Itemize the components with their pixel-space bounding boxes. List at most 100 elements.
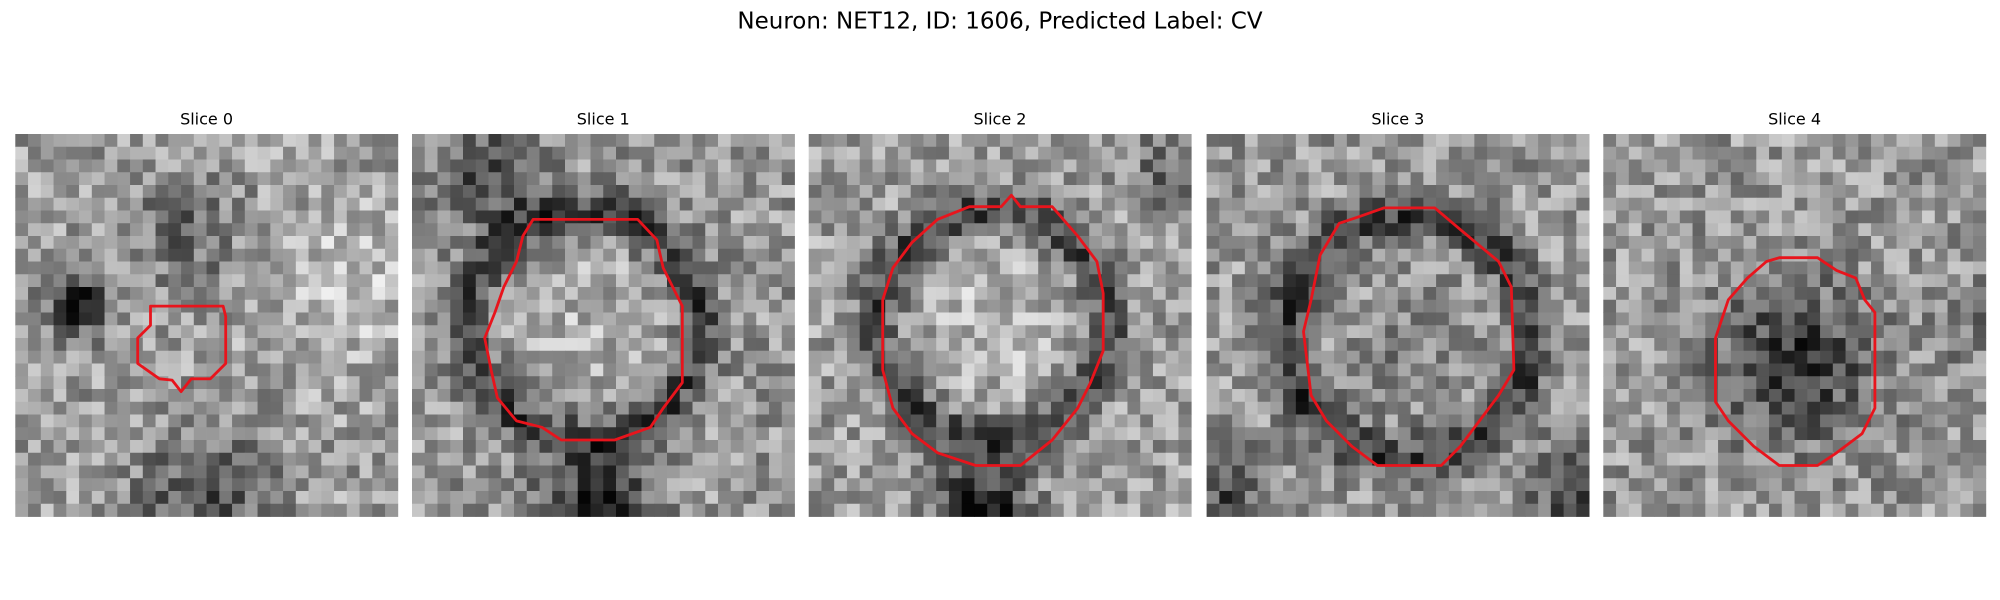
pixel: [1283, 440, 1297, 454]
pixel: [1270, 503, 1284, 517]
pixel: [1730, 299, 1744, 313]
pixel: [1794, 312, 1808, 326]
pixel: [859, 274, 873, 288]
pixel: [359, 299, 373, 313]
pixel: [1025, 299, 1039, 313]
pixel: [1807, 478, 1821, 492]
pixel: [155, 248, 169, 262]
pixel: [1114, 312, 1128, 326]
pixel: [1165, 491, 1179, 505]
pixel: [1512, 312, 1526, 326]
pixel: [654, 159, 668, 173]
pixel: [1012, 299, 1026, 313]
pixel: [91, 223, 105, 237]
pixel: [1334, 350, 1348, 364]
pixel: [1743, 491, 1757, 505]
pixel: [1012, 146, 1026, 160]
pixel: [987, 159, 1001, 173]
pixel: [79, 274, 93, 288]
pixel: [1165, 312, 1179, 326]
pixel: [1603, 440, 1617, 454]
pixel: [1563, 134, 1577, 148]
pixel: [1820, 363, 1834, 377]
pixel: [743, 363, 757, 377]
pixel: [1705, 299, 1719, 313]
pixel: [79, 440, 93, 454]
pixel: [1718, 185, 1732, 199]
pixel: [346, 236, 360, 250]
pixel: [1705, 452, 1719, 466]
pixel: [1730, 236, 1744, 250]
pixel: [1346, 197, 1360, 211]
pixel: [1025, 440, 1039, 454]
pixel: [872, 146, 886, 160]
pixel: [66, 350, 80, 364]
pixel: [104, 478, 118, 492]
pixel: [1679, 478, 1693, 492]
pixel: [1794, 376, 1808, 390]
pixel: [1922, 338, 1936, 352]
pixel: [91, 299, 105, 313]
pixel: [1283, 236, 1297, 250]
pixel: [1321, 325, 1335, 339]
pixel: [654, 197, 668, 211]
pixel: [1563, 146, 1577, 160]
pixel: [1178, 299, 1192, 313]
pixel: [1474, 248, 1488, 262]
pixel: [1334, 452, 1348, 466]
pixel: [1410, 350, 1424, 364]
pixel: [1219, 491, 1233, 505]
pixel: [1076, 287, 1090, 301]
pixel: [1114, 401, 1128, 415]
pixel: [15, 440, 29, 454]
pixel: [346, 287, 360, 301]
pixel: [936, 503, 950, 517]
pixel: [463, 223, 477, 237]
pixel: [781, 389, 795, 403]
image-panel: [808, 134, 1192, 517]
pixel: [769, 197, 783, 211]
pixel: [654, 172, 668, 186]
pixel: [1101, 299, 1116, 313]
pixel: [1832, 452, 1846, 466]
pixel: [346, 376, 360, 390]
pixel: [1960, 287, 1974, 301]
pixel: [219, 465, 233, 479]
pixel: [1960, 389, 1974, 403]
pixel: [1219, 325, 1233, 339]
pixel: [437, 440, 451, 454]
pixel: [1692, 274, 1706, 288]
pixel: [1140, 185, 1154, 199]
pixel: [1679, 185, 1693, 199]
pixel: [1127, 503, 1141, 517]
pixel: [1038, 261, 1052, 275]
pixel: [654, 491, 668, 505]
pixel: [257, 452, 271, 466]
pixel: [1038, 236, 1052, 250]
pixel: [603, 223, 617, 237]
pixel: [181, 452, 195, 466]
pixel: [283, 261, 297, 275]
pixel: [1076, 491, 1090, 505]
pixel: [948, 491, 963, 505]
pixel: [514, 465, 528, 479]
pixel: [1845, 401, 1859, 415]
pixel: [987, 414, 1001, 428]
pixel: [1346, 236, 1360, 250]
pixel: [1679, 491, 1693, 505]
pixel: [270, 261, 284, 275]
pixel: [974, 401, 988, 415]
pixel: [1321, 274, 1335, 288]
pixel: [910, 261, 924, 275]
pixel: [155, 274, 169, 288]
pixel: [283, 312, 297, 326]
pixel: [692, 248, 706, 262]
pixel: [1232, 236, 1246, 250]
pixel: [104, 338, 118, 352]
pixel: [1038, 210, 1052, 224]
pixel: [1654, 414, 1668, 428]
pixel: [53, 185, 67, 199]
pixel: [846, 465, 861, 479]
pixel: [450, 236, 464, 250]
pixel: [1410, 223, 1424, 237]
